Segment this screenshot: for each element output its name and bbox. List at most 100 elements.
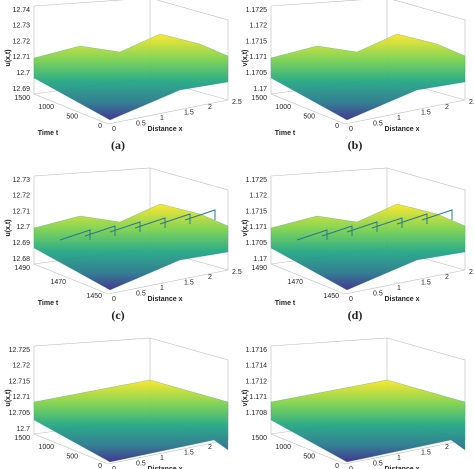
z-axis-label: u(x,t) — [5, 219, 12, 236]
x-tick-label: 1.5 — [421, 110, 431, 117]
z-tick-label: 1.171 — [249, 394, 267, 401]
x-tick-label: 0 — [349, 296, 353, 303]
z-axis-label: v(x,t) — [242, 50, 249, 67]
z-tick-label: 1.1715 — [246, 208, 268, 215]
x-axis-label: Distance x — [384, 296, 419, 303]
t-tick-label: 1470 — [50, 279, 66, 286]
z-tick-label: 1.1714 — [246, 363, 268, 370]
x-tick-label: 1.5 — [184, 280, 194, 287]
z-tick-label: 1.172 — [249, 23, 267, 30]
z-tick-label: 12.7 — [16, 224, 30, 231]
x-tick-label: 0.5 — [136, 460, 146, 467]
t-tick-label: 0 — [335, 463, 339, 469]
x-tick-label: 0 — [112, 296, 116, 303]
z-tick-label: 1.1712 — [246, 378, 268, 385]
panel: 12.72512.7212.71512.7112.70512.7u(x,t)15… — [5, 337, 229, 469]
surface — [33, 379, 229, 463]
t-tick-label: 1500 — [251, 95, 267, 102]
z-tick-label: 12.68 — [12, 256, 30, 263]
panel: 1.1725 1.172 1.1715 1.171 1.1705 1.17 v(x,t) 14… — [242, 167, 474, 322]
t-tick-label: 1450 — [323, 293, 339, 300]
x-tick-label: 2 — [208, 444, 212, 451]
z-tick-label: 1.171 — [249, 54, 267, 61]
z-tick-label: 1.172 — [249, 193, 267, 200]
surface-ripple — [59, 229, 91, 241]
z-tick-label: 12.73 — [12, 177, 30, 184]
axis-box — [33, 0, 229, 125]
surface-ripple — [296, 229, 328, 241]
surface-ripple — [421, 209, 453, 221]
t-tick-label: 500 — [303, 114, 315, 121]
z-tick-label: 1.1705 — [246, 70, 268, 77]
t-tick-label: 500 — [66, 454, 78, 461]
x-tick-label: 2.5 — [232, 99, 242, 106]
x-tick-label: 0.5 — [136, 120, 146, 127]
panel: 1.17161.17141.17121.1711.1708v(x,t)15001… — [242, 337, 466, 469]
z-tick-label: 12.72 — [12, 193, 30, 200]
t-axis-label: Time t — [275, 130, 296, 137]
x-tick-label: 1 — [160, 115, 164, 122]
z-tick-label: 1.17 — [253, 86, 267, 93]
z-tick-label: 12.69 — [12, 240, 30, 247]
z-tick-label: 12.71 — [12, 394, 30, 401]
z-tick-label: 1.1708 — [246, 410, 268, 417]
z-tick-label: 12.7 — [16, 426, 30, 433]
surface — [33, 33, 229, 121]
x-tick-label: 2 — [445, 444, 449, 451]
z-tick-label: 12.71 — [12, 54, 30, 61]
z-tick-label: 12.69 — [12, 86, 30, 93]
z-tick-label: 12.72 — [12, 363, 30, 370]
z-tick-label: 12.715 — [9, 378, 31, 385]
z-tick-label: 1.1725 — [246, 177, 268, 184]
z-tick-label: 12.725 — [9, 347, 31, 354]
x-axis-label: Distance x — [384, 126, 419, 133]
panel: 12.7412.7312.7212.7112.712.69u(x,t)15001… — [5, 0, 242, 152]
x-tick-label: 0 — [112, 466, 116, 469]
caption: (b) — [348, 138, 363, 152]
t-tick-label: 1000 — [38, 444, 54, 451]
panel: 12.73 12.72 12.71 12.7 12.69 12.68 u(x,t) 1490 1… — [5, 167, 242, 322]
panel: 1.17251.1721.17151.1711.17051.17v(x,t)15… — [242, 0, 474, 152]
t-tick-label: 0 — [98, 463, 102, 469]
x-tick-label: 0.5 — [373, 120, 383, 127]
t-tick-label: 0 — [98, 123, 102, 130]
surface-ripple — [346, 221, 378, 233]
z-tick-label: 12.71 — [12, 208, 30, 215]
surface-ripple — [371, 217, 403, 229]
t-tick-label: 1490 — [14, 265, 30, 272]
axis-box — [270, 167, 466, 295]
surface — [33, 203, 229, 291]
x-tick-label: 2.5 — [469, 99, 474, 106]
t-tick-label: 1000 — [38, 104, 54, 111]
surface-ripple — [396, 213, 428, 225]
t-axis-label: Time t — [38, 130, 59, 137]
caption: (d) — [348, 308, 363, 322]
z-tick-label: 12.72 — [12, 38, 30, 45]
x-tick-label: 2 — [445, 104, 449, 111]
caption: (a) — [111, 138, 125, 152]
axis-box — [270, 0, 466, 125]
x-tick-label: 1 — [160, 455, 164, 462]
x-tick-label: 2 — [208, 274, 212, 281]
x-axis-label: Distance x — [147, 466, 182, 469]
x-axis-label: Distance x — [147, 296, 182, 303]
surface-ripple — [109, 221, 141, 233]
x-tick-label: 0 — [349, 466, 353, 469]
caption: (c) — [111, 308, 124, 322]
surface-ripple — [321, 225, 353, 237]
z-tick-label: 12.7 — [16, 70, 30, 77]
t-tick-label: 1490 — [251, 265, 267, 272]
z-tick-label: 12.705 — [9, 410, 31, 417]
z-axis-label: v(x,t) — [242, 390, 249, 407]
surface-ripple — [159, 213, 191, 225]
t-axis-label: Time t — [275, 300, 296, 307]
z-axis-label: v(x,t) — [242, 220, 249, 237]
z-tick-label: 12.74 — [12, 7, 30, 14]
z-axis-label: u(x,t) — [5, 49, 12, 66]
t-tick-label: 1000 — [275, 444, 291, 451]
x-tick-label: 2.5 — [469, 269, 474, 276]
x-tick-label: 1.5 — [184, 110, 194, 117]
surface — [270, 379, 466, 463]
t-tick-label: 1500 — [251, 435, 267, 442]
